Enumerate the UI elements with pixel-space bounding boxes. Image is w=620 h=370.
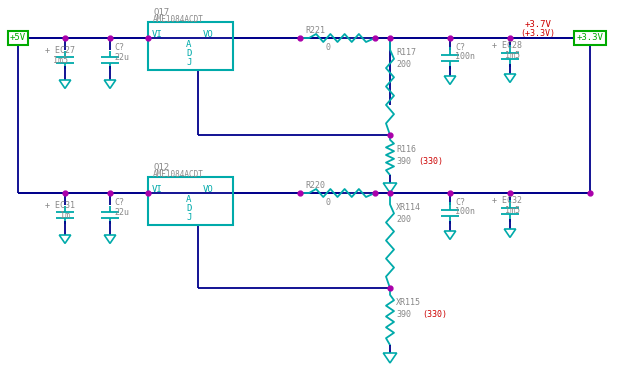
Text: A: A: [186, 40, 192, 49]
Text: + EC27: + EC27: [45, 46, 75, 55]
Text: Q12: Q12: [153, 163, 169, 172]
Text: J: J: [186, 58, 192, 67]
Text: 200: 200: [396, 215, 411, 224]
Text: A: A: [186, 195, 192, 204]
Text: 22u: 22u: [114, 208, 129, 217]
Text: VO: VO: [203, 185, 214, 194]
Text: 1m5: 1m5: [505, 51, 520, 60]
Text: + EC31: + EC31: [45, 201, 75, 210]
Text: 0: 0: [325, 43, 330, 52]
Text: C?: C?: [455, 198, 465, 207]
Text: R116: R116: [396, 145, 416, 154]
Text: J: J: [186, 213, 192, 222]
Text: VO: VO: [203, 30, 214, 39]
Text: C?: C?: [114, 43, 124, 52]
Text: 1m5: 1m5: [53, 56, 68, 65]
Text: 200: 200: [396, 60, 411, 69]
Text: (330): (330): [418, 157, 443, 166]
Text: XR115: XR115: [396, 298, 421, 307]
Text: R220: R220: [305, 181, 325, 190]
Text: XR114: XR114: [396, 203, 421, 212]
Text: VI: VI: [152, 30, 162, 39]
Text: 22u: 22u: [114, 53, 129, 62]
Text: AME1084ACDT: AME1084ACDT: [153, 170, 204, 179]
Text: (330): (330): [422, 310, 447, 319]
Text: (+3.3V): (+3.3V): [520, 29, 555, 38]
Text: R221: R221: [305, 26, 325, 35]
Text: 100n: 100n: [455, 207, 475, 216]
Text: 1m5: 1m5: [505, 206, 520, 215]
Text: 100n: 100n: [455, 52, 475, 61]
Text: D: D: [186, 204, 192, 213]
Text: C?: C?: [455, 43, 465, 52]
Bar: [148, 177, 233, 225]
Text: +3.7V: +3.7V: [525, 20, 552, 29]
Text: 390: 390: [396, 310, 411, 319]
Text: 0: 0: [325, 198, 330, 207]
Text: + EC28: + EC28: [492, 41, 522, 50]
Text: 1m: 1m: [60, 211, 70, 220]
Text: + EC32: + EC32: [492, 196, 522, 205]
Text: +5V: +5V: [10, 34, 26, 43]
Text: Q17: Q17: [153, 8, 169, 17]
Text: D: D: [186, 49, 192, 58]
Text: AME1084ACDT: AME1084ACDT: [153, 15, 204, 24]
Bar: [148, 22, 233, 70]
Text: R117: R117: [396, 48, 416, 57]
Text: C?: C?: [114, 198, 124, 207]
Text: +3.3V: +3.3V: [577, 34, 603, 43]
Text: VI: VI: [152, 185, 162, 194]
Text: 390: 390: [396, 157, 411, 166]
